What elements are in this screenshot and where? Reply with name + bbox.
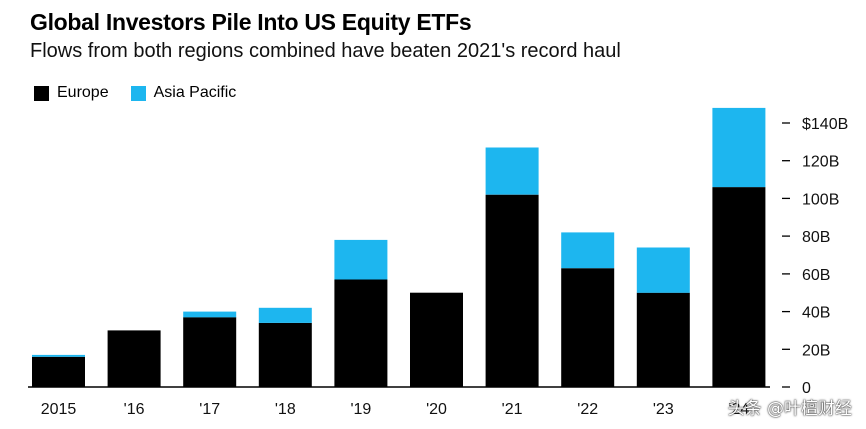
y-tick-label: 40B [802,305,830,322]
bar-europe-8 [636,292,690,387]
x-tick-label: 2015 [41,401,77,418]
y-tick-label: 100B [802,191,839,208]
chart-title: Global Investors Pile Into US Equity ETF… [30,9,472,35]
bar-asia-pacific-2 [183,311,237,318]
bar-asia-pacific-7 [561,232,615,269]
bar-europe-5 [410,292,463,387]
x-tick-label: '17 [199,401,220,418]
bar-europe-4 [334,279,388,387]
legend-item-asia-pacific: Asia Pacific [130,84,237,102]
x-tick-label: '18 [275,401,296,418]
bar-europe-6 [485,194,539,387]
x-tick-label: '24 [728,401,749,418]
legend-label-europe: Europe [57,84,109,101]
y-tick-label: 80B [802,229,830,246]
x-tick-label: '22 [577,401,598,418]
legend-swatch-asia-pacific [130,85,146,101]
legend-label-asia-pacific: Asia Pacific [153,84,237,101]
legend: Europe Asia Pacific [34,84,258,102]
bar-europe-2 [183,317,237,387]
bar-europe-9 [712,187,766,387]
x-tick-label: '23 [653,401,674,418]
x-tick-label: '21 [502,401,523,418]
bar-asia-pacific-9 [712,107,766,188]
y-tick-label: 120B [802,154,839,171]
legend-swatch-europe [34,85,49,101]
x-tick-label: '19 [350,401,371,418]
y-tick-label: 20B [802,342,830,359]
bar-asia-pacific-4 [334,239,388,280]
bar-europe-1 [107,330,161,387]
chart-subtitle: Flows from both regions combined have be… [30,40,621,62]
y-tick-label: 60B [802,267,830,284]
bar-europe-7 [561,268,615,387]
bar-europe-0 [32,356,85,387]
bar-asia-pacific-0 [32,354,85,357]
bar-asia-pacific-3 [258,307,312,323]
bar-europe-3 [258,322,312,387]
watermark: 头条 @叶檀财经 [727,399,852,419]
bar-asia-pacific-8 [636,247,690,293]
y-tick-label: $140B [802,116,848,133]
legend-item-europe: Europe [34,84,109,102]
x-tick-label: '20 [426,401,447,418]
bar-asia-pacific-6 [485,147,539,195]
y-tick-label: 0 [802,380,811,397]
x-tick-label: '16 [124,401,145,418]
